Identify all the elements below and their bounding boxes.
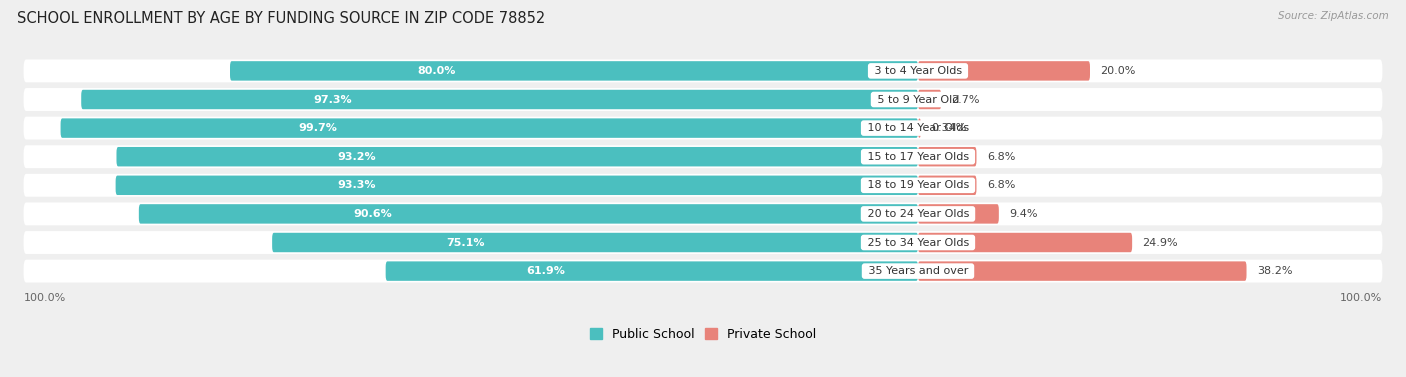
FancyBboxPatch shape [918, 204, 998, 224]
Text: 90.6%: 90.6% [353, 209, 392, 219]
Text: 9.4%: 9.4% [1010, 209, 1038, 219]
FancyBboxPatch shape [24, 231, 1382, 254]
FancyBboxPatch shape [82, 90, 918, 109]
FancyBboxPatch shape [139, 204, 918, 224]
Text: Source: ZipAtlas.com: Source: ZipAtlas.com [1278, 11, 1389, 21]
Text: 100.0%: 100.0% [24, 293, 66, 303]
FancyBboxPatch shape [24, 60, 1382, 82]
Legend: Public School, Private School: Public School, Private School [585, 323, 821, 346]
FancyBboxPatch shape [231, 61, 918, 81]
FancyBboxPatch shape [24, 202, 1382, 225]
Text: 5 to 9 Year Old: 5 to 9 Year Old [873, 95, 963, 104]
Text: 38.2%: 38.2% [1257, 266, 1292, 276]
Text: 97.3%: 97.3% [314, 95, 352, 104]
Text: 100.0%: 100.0% [1340, 293, 1382, 303]
Text: 93.3%: 93.3% [337, 180, 375, 190]
Text: 99.7%: 99.7% [298, 123, 337, 133]
FancyBboxPatch shape [117, 147, 918, 166]
Text: 10 to 14 Year Olds: 10 to 14 Year Olds [863, 123, 973, 133]
FancyBboxPatch shape [918, 176, 977, 195]
FancyBboxPatch shape [918, 90, 941, 109]
FancyBboxPatch shape [273, 233, 918, 252]
Text: 6.8%: 6.8% [987, 152, 1015, 162]
FancyBboxPatch shape [918, 118, 921, 138]
Text: 20 to 24 Year Olds: 20 to 24 Year Olds [863, 209, 973, 219]
Text: 25 to 34 Year Olds: 25 to 34 Year Olds [863, 238, 973, 248]
FancyBboxPatch shape [918, 233, 1132, 252]
FancyBboxPatch shape [24, 116, 1382, 139]
Text: 61.9%: 61.9% [526, 266, 565, 276]
Text: 20.0%: 20.0% [1101, 66, 1136, 76]
Text: 15 to 17 Year Olds: 15 to 17 Year Olds [863, 152, 973, 162]
Text: 24.9%: 24.9% [1143, 238, 1178, 248]
FancyBboxPatch shape [24, 174, 1382, 197]
Text: SCHOOL ENROLLMENT BY AGE BY FUNDING SOURCE IN ZIP CODE 78852: SCHOOL ENROLLMENT BY AGE BY FUNDING SOUR… [17, 11, 546, 26]
FancyBboxPatch shape [115, 176, 918, 195]
FancyBboxPatch shape [24, 88, 1382, 111]
FancyBboxPatch shape [385, 261, 918, 281]
FancyBboxPatch shape [24, 260, 1382, 282]
Text: 6.8%: 6.8% [987, 180, 1015, 190]
FancyBboxPatch shape [918, 61, 1090, 81]
Text: 2.7%: 2.7% [952, 95, 980, 104]
Text: 80.0%: 80.0% [418, 66, 456, 76]
Text: 93.2%: 93.2% [337, 152, 377, 162]
Text: 3 to 4 Year Olds: 3 to 4 Year Olds [870, 66, 966, 76]
FancyBboxPatch shape [60, 118, 918, 138]
Text: 18 to 19 Year Olds: 18 to 19 Year Olds [863, 180, 973, 190]
FancyBboxPatch shape [24, 145, 1382, 168]
FancyBboxPatch shape [918, 147, 977, 166]
FancyBboxPatch shape [918, 261, 1247, 281]
Text: 0.34%: 0.34% [931, 123, 966, 133]
Text: 75.1%: 75.1% [447, 238, 485, 248]
Text: 35 Years and over: 35 Years and over [865, 266, 972, 276]
